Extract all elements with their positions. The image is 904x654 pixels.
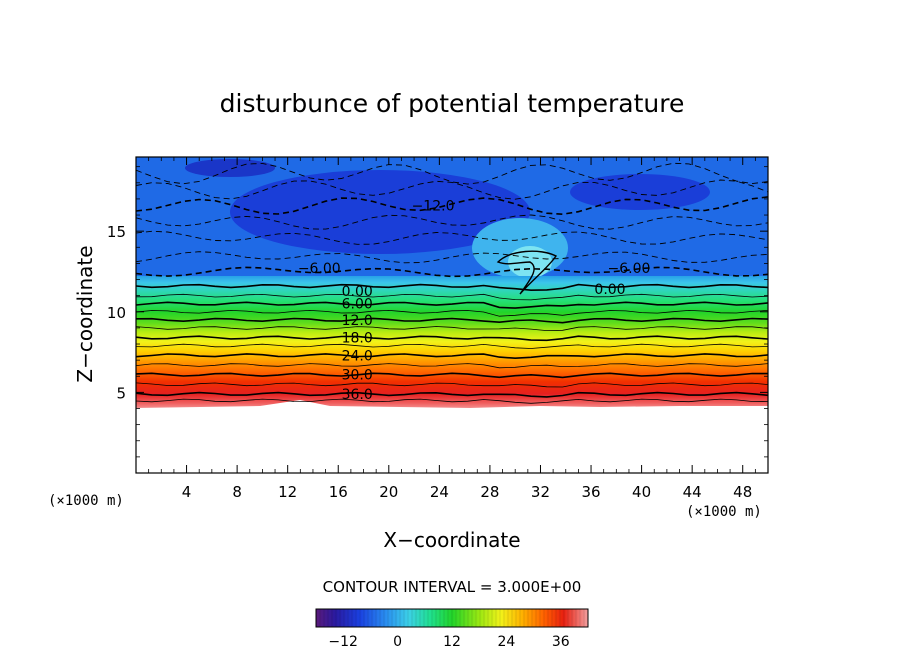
x-tick-label: 4 bbox=[182, 483, 192, 501]
x-tick-label: 48 bbox=[733, 483, 752, 501]
contour-label: −6.00 bbox=[298, 261, 341, 277]
dashed-contour-1 bbox=[136, 251, 768, 264]
x-axis-label: X−coordinate bbox=[383, 528, 520, 552]
x-tick-label: 20 bbox=[379, 483, 398, 501]
contour-label: 0.00 bbox=[594, 282, 625, 298]
cold-core-left bbox=[230, 170, 530, 254]
y-tick-label: 5 bbox=[116, 384, 126, 402]
contour-labels: −12.0−6.00 −6.000.00 0.006.0012.018.024.03… bbox=[298, 198, 651, 403]
contour-line-3 bbox=[136, 309, 768, 317]
colorbar-tick-label: 36 bbox=[552, 634, 570, 650]
colorbar-tick-label: −12 bbox=[328, 634, 358, 650]
contour-line-4 bbox=[136, 317, 768, 324]
x-tick-label: 16 bbox=[329, 483, 348, 501]
colorbar-tick-label: 0 bbox=[393, 634, 402, 650]
dashed-contour-5 bbox=[136, 179, 768, 200]
contour-line-10 bbox=[136, 372, 768, 379]
colorbar-ticks: −12 0 12 24 36 bbox=[328, 634, 569, 650]
x-tick-label: 36 bbox=[581, 483, 600, 501]
y-axis: 5 10 15 bbox=[107, 166, 768, 458]
contour-line-9 bbox=[136, 363, 768, 369]
x-tick-label: 12 bbox=[278, 483, 297, 501]
contour-line-2 bbox=[136, 301, 768, 309]
x-tick-label: 44 bbox=[683, 483, 702, 501]
colorbar bbox=[315, 608, 589, 628]
y-axis-label: Z−coordinate bbox=[73, 245, 97, 382]
cold-core-top bbox=[185, 159, 275, 177]
dashed-contour-2 bbox=[136, 230, 768, 245]
contour-label: 36.0 bbox=[342, 387, 373, 403]
chart-title: disturbunce of potential temperature bbox=[220, 89, 685, 118]
contour-label: 0.00 bbox=[342, 284, 373, 300]
x-tick-label: 24 bbox=[430, 483, 449, 501]
x-unit-left: (×1000 m) bbox=[48, 493, 124, 509]
contour-line-11 bbox=[136, 382, 768, 388]
x-tick-label: 40 bbox=[632, 483, 651, 501]
dashed-contour-3 bbox=[136, 214, 768, 230]
contour-label: 12.0 bbox=[342, 313, 373, 329]
stratified-bands bbox=[136, 276, 768, 410]
contour-line-13 bbox=[136, 398, 768, 404]
contour-line-12 bbox=[136, 391, 768, 398]
contour-line-8 bbox=[136, 353, 768, 360]
x-tick-label: 8 bbox=[232, 483, 242, 501]
colorbar-tick-label: 24 bbox=[497, 634, 515, 650]
y-tick-label: 10 bbox=[107, 304, 126, 322]
ground-surface bbox=[136, 400, 768, 473]
x-tick-label: 32 bbox=[531, 483, 550, 501]
y-tick-label: 15 bbox=[107, 223, 126, 241]
contour-line-7 bbox=[136, 343, 768, 349]
contour-label: 24.0 bbox=[342, 348, 373, 364]
contour-label: −6.00 bbox=[608, 261, 651, 277]
contour-line-0 bbox=[136, 283, 768, 292]
x-unit-right: (×1000 m) bbox=[686, 504, 762, 520]
dashed-contour-4 bbox=[136, 196, 768, 216]
contour-line-1 bbox=[136, 293, 768, 301]
contour-label: 30.0 bbox=[342, 368, 373, 384]
dashed-contour-6 bbox=[136, 162, 768, 185]
contour-label: 6.00 bbox=[342, 297, 373, 313]
contour-lines bbox=[136, 162, 768, 404]
plot-area bbox=[136, 157, 768, 473]
contour-label: 18.0 bbox=[342, 331, 373, 347]
vortex-contour bbox=[496, 250, 558, 295]
contour-interval-text: CONTOUR INTERVAL = 3.000E+00 bbox=[323, 578, 582, 596]
colorbar-tick-label: 12 bbox=[443, 634, 461, 650]
contour-line-6 bbox=[136, 335, 768, 342]
x-tick-label: 28 bbox=[480, 483, 499, 501]
x-axis: 4 8 12 16 20 24 28 32 36 40 44 48 bbox=[148, 157, 756, 501]
colorbar-stripes bbox=[319, 609, 585, 627]
cold-core-right bbox=[570, 174, 710, 210]
contour-label: −12.0 bbox=[412, 198, 455, 214]
contour-line-5 bbox=[136, 326, 768, 332]
